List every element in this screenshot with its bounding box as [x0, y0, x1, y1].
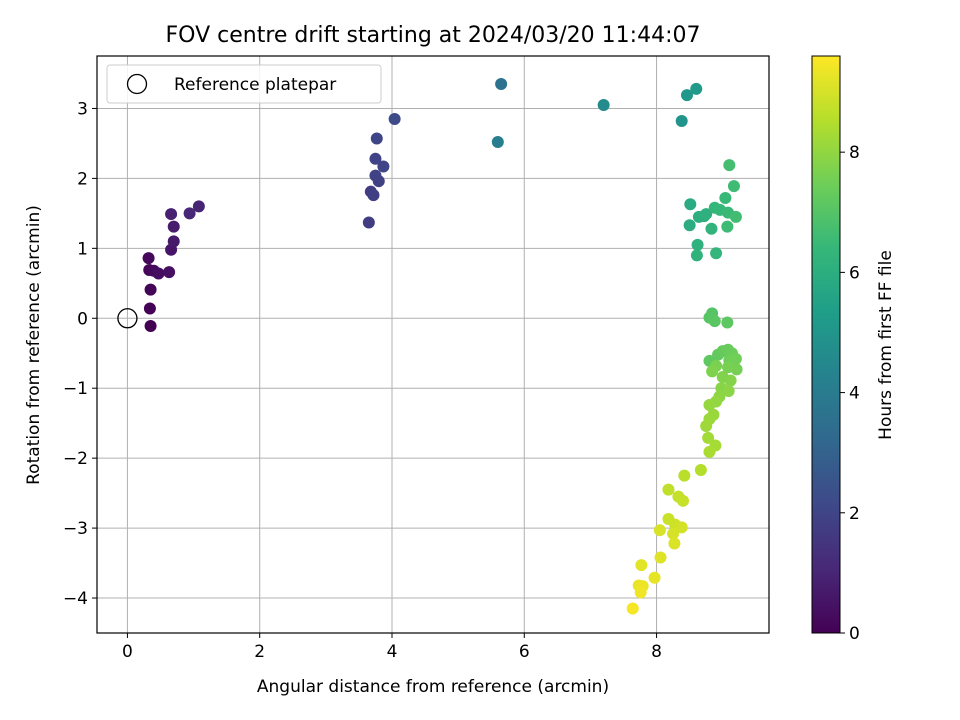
- colorbar-tick-label: 2: [849, 504, 860, 524]
- data-point: [719, 191, 732, 204]
- x-tick-label: 4: [387, 642, 398, 662]
- data-point: [369, 169, 382, 182]
- data-point: [143, 302, 156, 315]
- data-point: [668, 537, 681, 550]
- data-point: [721, 220, 734, 233]
- colorbar-ticks: 0 2 4 6 8: [840, 143, 860, 644]
- data-point: [654, 551, 667, 564]
- data-point: [495, 77, 508, 90]
- data-point: [167, 235, 180, 248]
- x-tick-label: 2: [254, 642, 265, 662]
- colorbar-gradient: [811, 55, 841, 634]
- data-point: [491, 136, 504, 149]
- x-tick-label: 6: [519, 642, 530, 662]
- data-point: [729, 352, 742, 365]
- data-point: [653, 524, 666, 537]
- data-point: [722, 385, 735, 398]
- reference-point: [117, 308, 138, 329]
- data-point: [700, 419, 713, 432]
- data-point: [144, 283, 157, 296]
- data-point: [729, 210, 742, 223]
- data-point: [675, 521, 688, 534]
- x-tick-label: 8: [651, 642, 662, 662]
- data-point: [675, 115, 688, 128]
- y-axis-ticks: −4 −3 −2 −1 0 1 2 3: [63, 99, 97, 609]
- data-point: [710, 247, 723, 260]
- legend-box: [106, 64, 382, 104]
- colorbar-label: Hours from first FF file: [876, 250, 896, 440]
- data-point: [690, 249, 703, 262]
- data-point: [694, 464, 707, 477]
- x-tick-label: 0: [122, 642, 133, 662]
- data-point: [626, 602, 639, 615]
- data-point: [691, 238, 704, 251]
- colorbar-tick-label: 6: [849, 263, 860, 283]
- data-point: [727, 180, 740, 193]
- x-axis-ticks: 0 2 4 6 8: [122, 633, 662, 662]
- y-tick-label: 2: [77, 169, 88, 189]
- data-point: [680, 89, 693, 102]
- data-point: [683, 219, 696, 232]
- reference-marker: [117, 308, 138, 329]
- data-point: [705, 222, 718, 235]
- y-tick-label: 0: [77, 309, 88, 329]
- colorbar-tick-label: 4: [849, 384, 860, 404]
- y-tick-label: 3: [77, 99, 88, 119]
- data-point: [370, 132, 383, 145]
- data-point: [723, 159, 736, 172]
- legend: Reference platepar: [106, 64, 382, 104]
- data-point: [700, 208, 713, 221]
- data-point: [362, 216, 375, 229]
- data-point: [377, 160, 390, 173]
- data-point: [678, 469, 691, 482]
- data-point: [662, 483, 675, 496]
- colorbar-tick-label: 0: [849, 624, 860, 644]
- data-point: [634, 586, 647, 599]
- data-point: [597, 98, 610, 111]
- x-axis-label: Angular distance from reference (arcmin): [257, 677, 609, 697]
- legend-marker-icon: [126, 73, 148, 95]
- data-point: [721, 361, 734, 374]
- data-point: [708, 315, 721, 328]
- data-point: [703, 445, 716, 458]
- data-point: [165, 208, 178, 221]
- colorbar: 0 2 4 6 8 Hours from first FF file: [811, 55, 896, 644]
- y-tick-label: −4: [63, 589, 88, 609]
- data-point: [369, 152, 382, 165]
- y-tick-label: −1: [63, 379, 88, 399]
- data-point: [163, 266, 176, 279]
- legend-label: Reference platepar: [174, 75, 336, 95]
- data-point: [144, 319, 157, 332]
- data-point: [721, 316, 734, 329]
- chart-title: FOV centre drift starting at 2024/03/20 …: [166, 23, 701, 48]
- data-point: [367, 189, 380, 202]
- data-point: [167, 220, 180, 233]
- y-tick-label: 1: [77, 239, 88, 259]
- data-point: [388, 112, 401, 125]
- data-point: [677, 494, 690, 507]
- colorbar-tick-label: 8: [849, 143, 860, 163]
- data-point: [142, 252, 155, 265]
- y-axis-label: Rotation from reference (arcmin): [24, 205, 44, 485]
- data-point: [635, 559, 648, 572]
- data-point: [648, 571, 661, 584]
- grid-lines: [97, 56, 769, 633]
- data-point: [667, 527, 680, 540]
- data-point: [690, 82, 703, 95]
- data-point: [706, 365, 719, 378]
- data-point: [183, 207, 196, 220]
- data-point: [724, 374, 737, 387]
- data-point: [192, 200, 205, 213]
- data-point: [702, 431, 715, 444]
- y-tick-label: −3: [63, 519, 88, 539]
- plot-frame: [96, 55, 770, 634]
- data-points: [142, 77, 743, 615]
- data-point: [152, 267, 165, 280]
- y-tick-label: −2: [63, 449, 88, 469]
- data-point: [703, 398, 716, 411]
- data-point: [684, 198, 697, 211]
